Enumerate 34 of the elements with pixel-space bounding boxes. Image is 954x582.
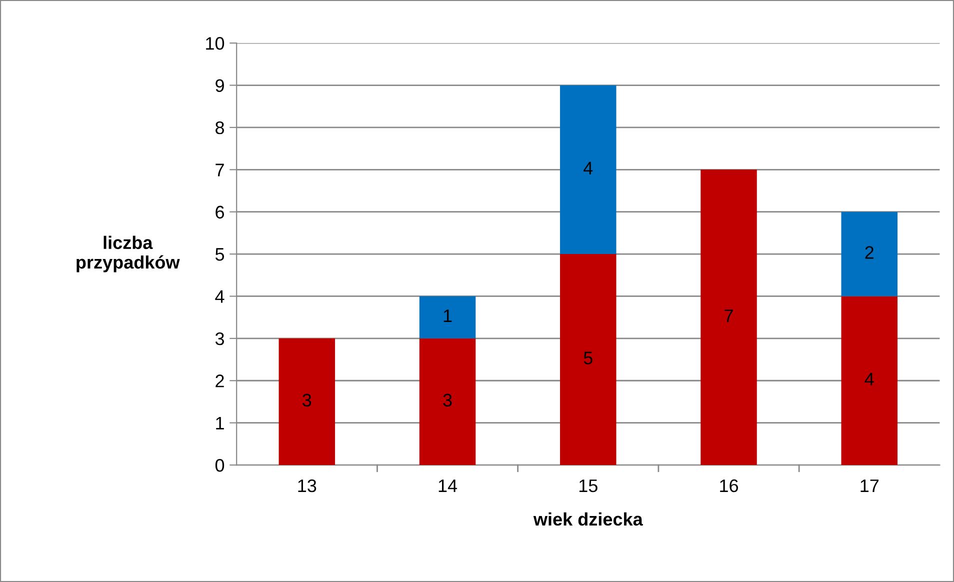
y-tick-label: 2 [216, 374, 224, 388]
bar [278, 338, 336, 466]
y-tick-label: 0 [215, 458, 224, 472]
y-tick-label: 7 [216, 164, 224, 176]
y-axis-title: liczba przypadków [76, 236, 180, 272]
y-tick-label: 1 [216, 416, 224, 430]
data-label: 1 [444, 310, 452, 322]
bar [419, 296, 476, 338]
x-tick-label: 15 [579, 480, 598, 492]
x-tick-label: 16 [720, 479, 738, 492]
data-label: 4 [584, 162, 593, 174]
y-tick-label: 3 [215, 332, 224, 346]
x-axis-title: wiek dziecka [533, 512, 643, 526]
bar [700, 170, 757, 466]
bar [560, 85, 616, 254]
bar [419, 338, 476, 466]
data-label: 2 [865, 246, 874, 259]
x-tick-label: 13 [298, 479, 316, 492]
data-label: 3 [443, 394, 452, 407]
y-tick-label: 8 [216, 121, 224, 134]
x-tick-label: 14 [438, 480, 458, 492]
data-label: 3 [302, 394, 312, 407]
bar [560, 254, 616, 466]
y-tick-label: 5 [215, 248, 224, 261]
y-tick-label: 9 [216, 79, 224, 92]
bar [841, 212, 898, 296]
bar [841, 296, 898, 466]
data-label: 5 [584, 352, 592, 364]
data-label: 4 [864, 372, 874, 386]
y-tick-label: 4 [215, 290, 224, 303]
x-tick-label: 17 [860, 480, 879, 492]
data-label: 7 [724, 310, 733, 322]
y-tick-label: 6 [216, 206, 224, 219]
y-tick-label: 10 [206, 37, 224, 50]
